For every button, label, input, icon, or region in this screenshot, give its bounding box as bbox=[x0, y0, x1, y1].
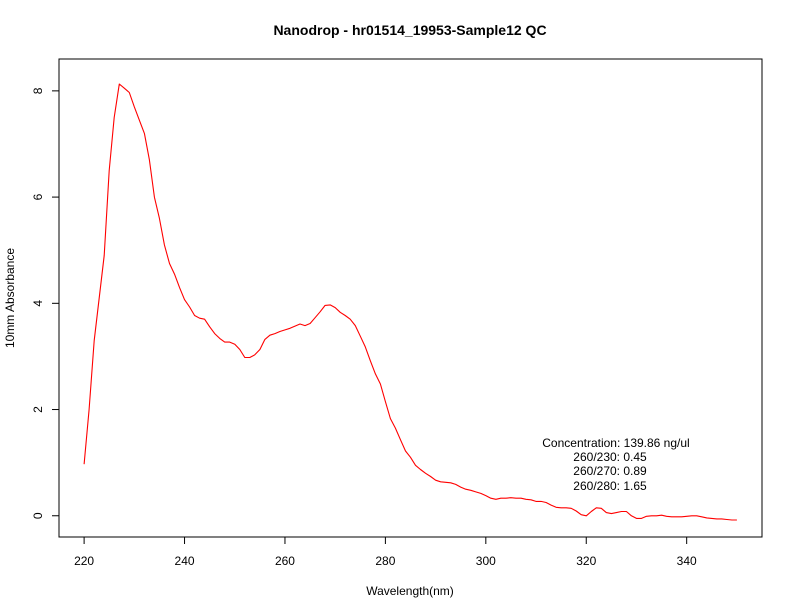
y-axis: 0 2 4 6 8 bbox=[31, 87, 60, 519]
annotation-concentration: Concentration: 139.86 ng/ul bbox=[542, 436, 689, 450]
y-axis-label: 10mm Absorbance bbox=[3, 248, 17, 348]
plot-frame bbox=[58, 58, 763, 538]
annotation-block: Concentration: 139.86 ng/ul 260/230: 0.4… bbox=[542, 436, 689, 493]
annotation-ratio-260-230: 260/230: 0.45 bbox=[573, 450, 647, 464]
y-tick-label: 6 bbox=[31, 193, 45, 200]
x-tick-label: 280 bbox=[375, 554, 395, 568]
y-tick-label: 0 bbox=[31, 512, 45, 519]
absorbance-series-line bbox=[83, 83, 737, 521]
y-tick-label: 2 bbox=[31, 406, 45, 413]
x-tick-label: 320 bbox=[576, 554, 596, 568]
x-tick-label: 300 bbox=[476, 554, 496, 568]
y-tick-label: 8 bbox=[31, 87, 45, 94]
x-tick-label: 240 bbox=[175, 554, 195, 568]
x-tick-label: 220 bbox=[74, 554, 94, 568]
annotation-ratio-260-270: 260/270: 0.89 bbox=[573, 464, 647, 478]
chart-title: Nanodrop - hr01514_19953-Sample12 QC bbox=[273, 22, 546, 38]
annotation-ratio-260-280: 260/280: 1.65 bbox=[573, 479, 647, 493]
x-tick-label: 260 bbox=[275, 554, 295, 568]
y-tick-label: 4 bbox=[31, 300, 45, 307]
x-tick-label: 340 bbox=[677, 554, 697, 568]
x-axis-label: Wavelength(nm) bbox=[366, 584, 454, 598]
x-axis: 220 240 260 280 300 320 340 bbox=[74, 536, 697, 568]
